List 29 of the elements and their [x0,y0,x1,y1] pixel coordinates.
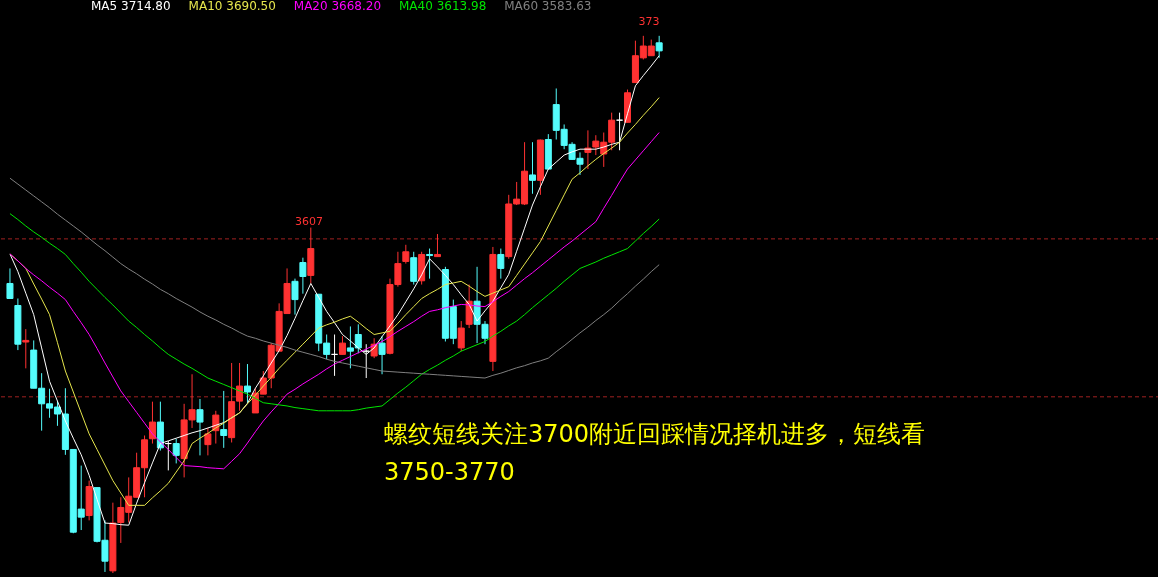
text: 373 [638,15,660,28]
candlestick [148,401,156,445]
candlestick [6,267,14,300]
candlestick [196,398,204,456]
candlestick [338,335,346,355]
candlestick [220,390,228,449]
candlestick [299,257,307,295]
text: MA60 3583.63 [504,0,592,13]
candlestick [204,427,212,456]
candlestick [22,328,30,369]
candlestick [378,335,386,375]
candlestick [243,363,251,404]
candlestick [655,35,663,59]
text: MA5 3714.80 [91,0,171,13]
candlestick [402,244,410,265]
candlestick [410,251,418,286]
text: MA20 3668.20 [293,0,382,13]
candlestick [457,320,465,352]
candlestick [426,248,434,280]
candlestick [433,233,441,258]
annotation: 3607 [295,215,323,228]
candlestick [291,278,299,316]
annotation: 螺纹短线关注3700附近回踩情况择机进多，短线看 [384,420,926,448]
candlestick [172,438,180,464]
candlestick [497,248,505,280]
text: MA10 3690.50 [188,0,276,13]
annotation: 3750-3770 [384,458,515,486]
text: MA40 3613.98 [399,0,487,13]
candlestick [528,141,536,195]
